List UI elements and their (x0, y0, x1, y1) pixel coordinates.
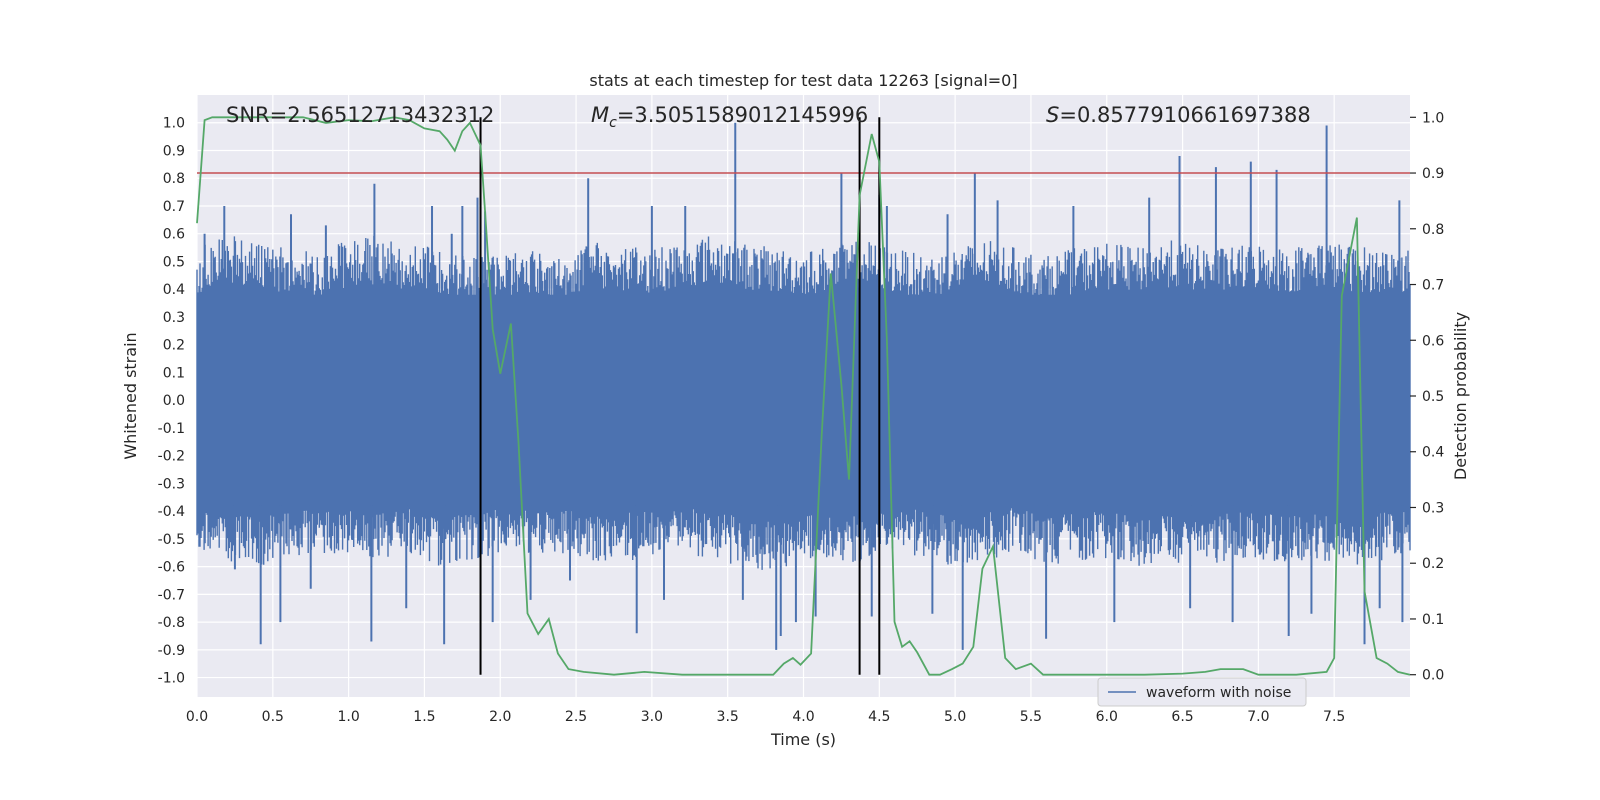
x-tick-label: 7.5 (1323, 709, 1345, 725)
axes: 0.0 0.5 1.0 1.5 2.0 2.5 3.0 3.5 4.0 4.5 5.0 5.5 6.0 6… (158, 110, 1445, 725)
y2-tick-label: 0.6 (1422, 333, 1444, 349)
y2-tick-label: 0.3 (1422, 500, 1444, 516)
s-value: =0.8577910661697388 (1059, 103, 1310, 127)
y-tick-label: 0.7 (163, 199, 185, 215)
waveform-core (197, 294, 1410, 506)
y-tick-label: -0.2 (158, 449, 185, 465)
y-tick-label: 0.8 (163, 171, 185, 187)
y-tick-label: -0.6 (158, 560, 185, 576)
y-tick-label: -1.0 (158, 671, 185, 687)
y2-tick-label: 0.1 (1422, 612, 1444, 628)
y2-tick-label: 0.4 (1422, 445, 1444, 461)
x-tick-label: 0.5 (262, 709, 284, 725)
x-tick-label: 4.5 (868, 709, 890, 725)
x-tick-label: 3.0 (641, 709, 663, 725)
legend: waveform with noise (1097, 677, 1307, 707)
snr-annotation: SNR=2.56512713432312 (226, 103, 494, 127)
x-tick-label: 5.0 (944, 709, 966, 725)
legend-box (1097, 677, 1307, 707)
x-tick-label: 2.0 (489, 709, 511, 725)
x-tick-label: 5.5 (1020, 709, 1042, 725)
s-annotation: S=0.8577910661697388 (1046, 103, 1311, 127)
y-tick-label: -0.7 (158, 587, 185, 603)
x-tick-label: 3.5 (717, 709, 739, 725)
y2-tick-label: 0.2 (1422, 556, 1444, 572)
y2-tick-label: 0.9 (1422, 166, 1444, 182)
y2-tick-label: 1.0 (1422, 110, 1444, 126)
y2-tick-label: 0.7 (1422, 278, 1444, 294)
y-tick-label: -0.4 (158, 504, 185, 520)
y2-tick-label: 0.5 (1422, 389, 1444, 405)
x-tick-label: 2.5 (565, 709, 587, 725)
overlays (196, 116, 1411, 676)
x-tick-label: 7.0 (1247, 709, 1269, 725)
chart-title: stats at each timestep for test data 122… (589, 71, 1017, 90)
x-axis-label: Time (s) (770, 730, 836, 749)
y-tick-label: -0.5 (158, 532, 185, 548)
x-tick-label: 4.0 (792, 709, 814, 725)
y-tick-label: 0.0 (163, 393, 185, 409)
s-symbol: S (1046, 103, 1059, 127)
y2-tick-label: 0.0 (1422, 668, 1444, 684)
y-tick-label: 1.0 (163, 116, 185, 132)
mc-subscript: c (609, 115, 617, 131)
y-tick-label: -0.1 (158, 421, 185, 437)
y-tick-label: 0.4 (163, 282, 185, 298)
x-tick-label: 1.0 (337, 709, 359, 725)
y-tick-label: -0.9 (158, 643, 185, 659)
y-tick-label: -0.3 (158, 476, 185, 492)
x-tick-label: 6.0 (1096, 709, 1118, 725)
detection-probability-line (196, 116, 1411, 676)
x-tick-label: 6.5 (1171, 709, 1193, 725)
mc-annotation: Mc=3.5051589012145996 (591, 103, 868, 131)
legend-entry: waveform with noise (1146, 685, 1291, 701)
mc-value: =3.5051589012145996 (617, 103, 868, 127)
y2-axis-label: Detection probability (1451, 312, 1470, 480)
y-tick-label: 0.9 (163, 143, 185, 159)
y2-tick-label: 0.8 (1422, 222, 1444, 238)
y-tick-label: 0.6 (163, 227, 185, 243)
y-tick-label: 0.1 (163, 365, 185, 381)
y-tick-label: 0.2 (163, 338, 185, 354)
waveform-series (196, 122, 1411, 650)
x-tick-label: 1.5 (413, 709, 435, 725)
mc-symbol: M (591, 103, 609, 127)
x-tick-label: 0.0 (186, 709, 208, 725)
y-axis-label: Whitened strain (121, 332, 140, 459)
y-tick-label: 0.5 (163, 254, 185, 270)
y-tick-label: -0.8 (158, 615, 185, 631)
y-tick-label: 0.3 (163, 310, 185, 326)
